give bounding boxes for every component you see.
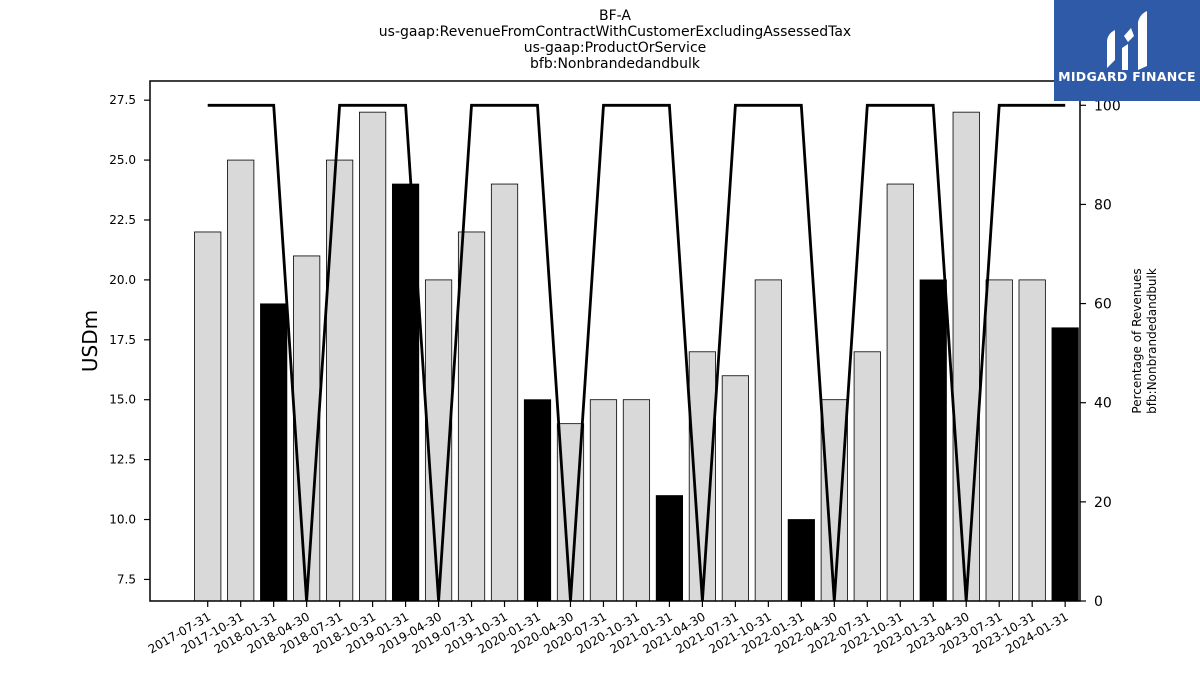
bar (886, 183, 914, 602)
bar (260, 303, 288, 602)
bar (359, 111, 387, 602)
line-series (207, 103, 1066, 602)
bar (523, 399, 552, 602)
y-tick-label-left: 20.0 (109, 273, 136, 287)
y-tick-label-left: 17.5 (109, 333, 136, 347)
y-tick-label-right: 40 (1094, 396, 1112, 412)
logo-text: MIDGARD FINANCE (1058, 69, 1196, 84)
bar (1018, 279, 1046, 602)
bar (490, 183, 519, 602)
bar (787, 519, 815, 602)
y-tick-label-left: 22.5 (109, 213, 136, 227)
y-tick-label-left: 27.5 (109, 93, 136, 107)
bar (655, 495, 684, 602)
y-axis-label-right: bfb:Nonbrandedandbulk (1145, 268, 1159, 414)
bar (194, 231, 222, 602)
logo: MIDGARD FINANCE (1054, 0, 1200, 101)
bar (919, 279, 947, 602)
bar (227, 159, 255, 602)
bar (457, 231, 486, 602)
bar (721, 375, 749, 602)
x-axis: 2017-07-312017-10-312018-01-312018-04-30… (146, 601, 1071, 656)
bar (820, 399, 848, 602)
y-axis-label-left: USDm (78, 310, 102, 372)
y-tick-label-right: 60 (1094, 297, 1112, 313)
title-line: bfb:Nonbrandedandbulk (530, 56, 701, 72)
y-axis-label-right: Percentage of Revenues (1130, 268, 1144, 413)
midgard-logo-icon (1107, 11, 1147, 70)
right-axis: 0 20 40 60 80 100 (1080, 98, 1121, 610)
y-tick-label-left: 25.0 (109, 153, 136, 167)
y-tick-label-right: 0 (1094, 594, 1103, 610)
title-line: us-gaap:RevenueFromContractWithCustomerE… (379, 24, 851, 40)
y-tick-label-right: 80 (1094, 197, 1112, 213)
bar (952, 111, 980, 602)
bar (1051, 327, 1079, 602)
left-axis: 7.5 10.0 12.5 15.0 17.5 20.0 22.5 25.0 27.5 (109, 93, 150, 586)
bar (589, 399, 618, 602)
percentage-line (207, 103, 1066, 602)
bar-series (194, 111, 1079, 602)
y-tick-label-left: 10.0 (109, 513, 136, 527)
bar (424, 279, 453, 602)
y-tick-label-right: 20 (1094, 495, 1112, 511)
title-line: BF-A (599, 8, 631, 24)
bar (853, 351, 881, 602)
bar (754, 279, 782, 602)
y-tick-label-left: 7.5 (117, 572, 136, 586)
bar (293, 255, 321, 602)
plot-frame (149, 80, 1081, 602)
bar (985, 279, 1013, 602)
chart-title: BF-A us-gaap:RevenueFromContractWithCust… (379, 8, 851, 72)
title-line: us-gaap:ProductOrService (524, 40, 707, 56)
y-tick-label-right: 100 (1094, 98, 1121, 114)
y-tick-label-left: 15.0 (109, 393, 136, 407)
y-tick-label-left: 12.5 (109, 453, 136, 467)
bar (622, 399, 651, 602)
